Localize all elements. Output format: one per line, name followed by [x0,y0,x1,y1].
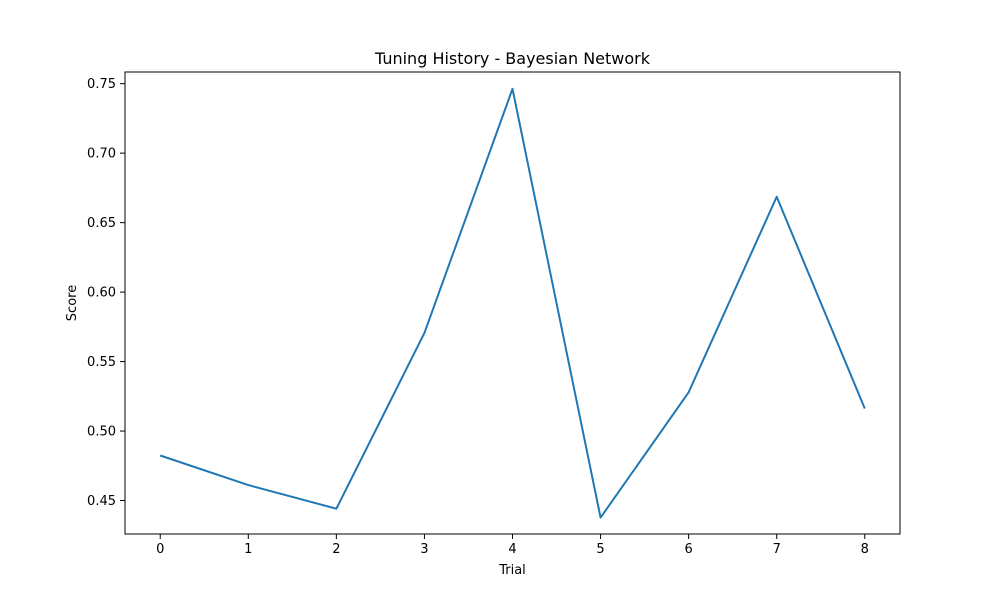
y-tick-label: 0.70 [87,147,116,162]
y-tick-label: 0.65 [87,216,116,231]
x-tick-label: 6 [684,542,692,557]
x-tick-label: 7 [773,542,781,557]
x-tick-label: 4 [508,542,516,557]
x-tick-label: 3 [420,542,428,557]
y-tick-label: 0.45 [87,494,116,509]
x-tick-label: 8 [861,542,869,557]
y-tick-label: 0.60 [87,286,116,301]
x-axis-label: Trial [498,563,526,578]
chart-title: Tuning History - Bayesian Network [374,49,651,68]
x-tick-label: 5 [596,542,604,557]
x-tick-label: 1 [244,542,252,557]
x-tick-label: 0 [156,542,164,557]
y-tick-label: 0.50 [87,425,116,440]
y-tick-label: 0.75 [87,77,116,92]
x-tick-label: 2 [332,542,340,557]
y-axis-label: Score [65,285,80,321]
y-tick-label: 0.55 [87,355,116,370]
